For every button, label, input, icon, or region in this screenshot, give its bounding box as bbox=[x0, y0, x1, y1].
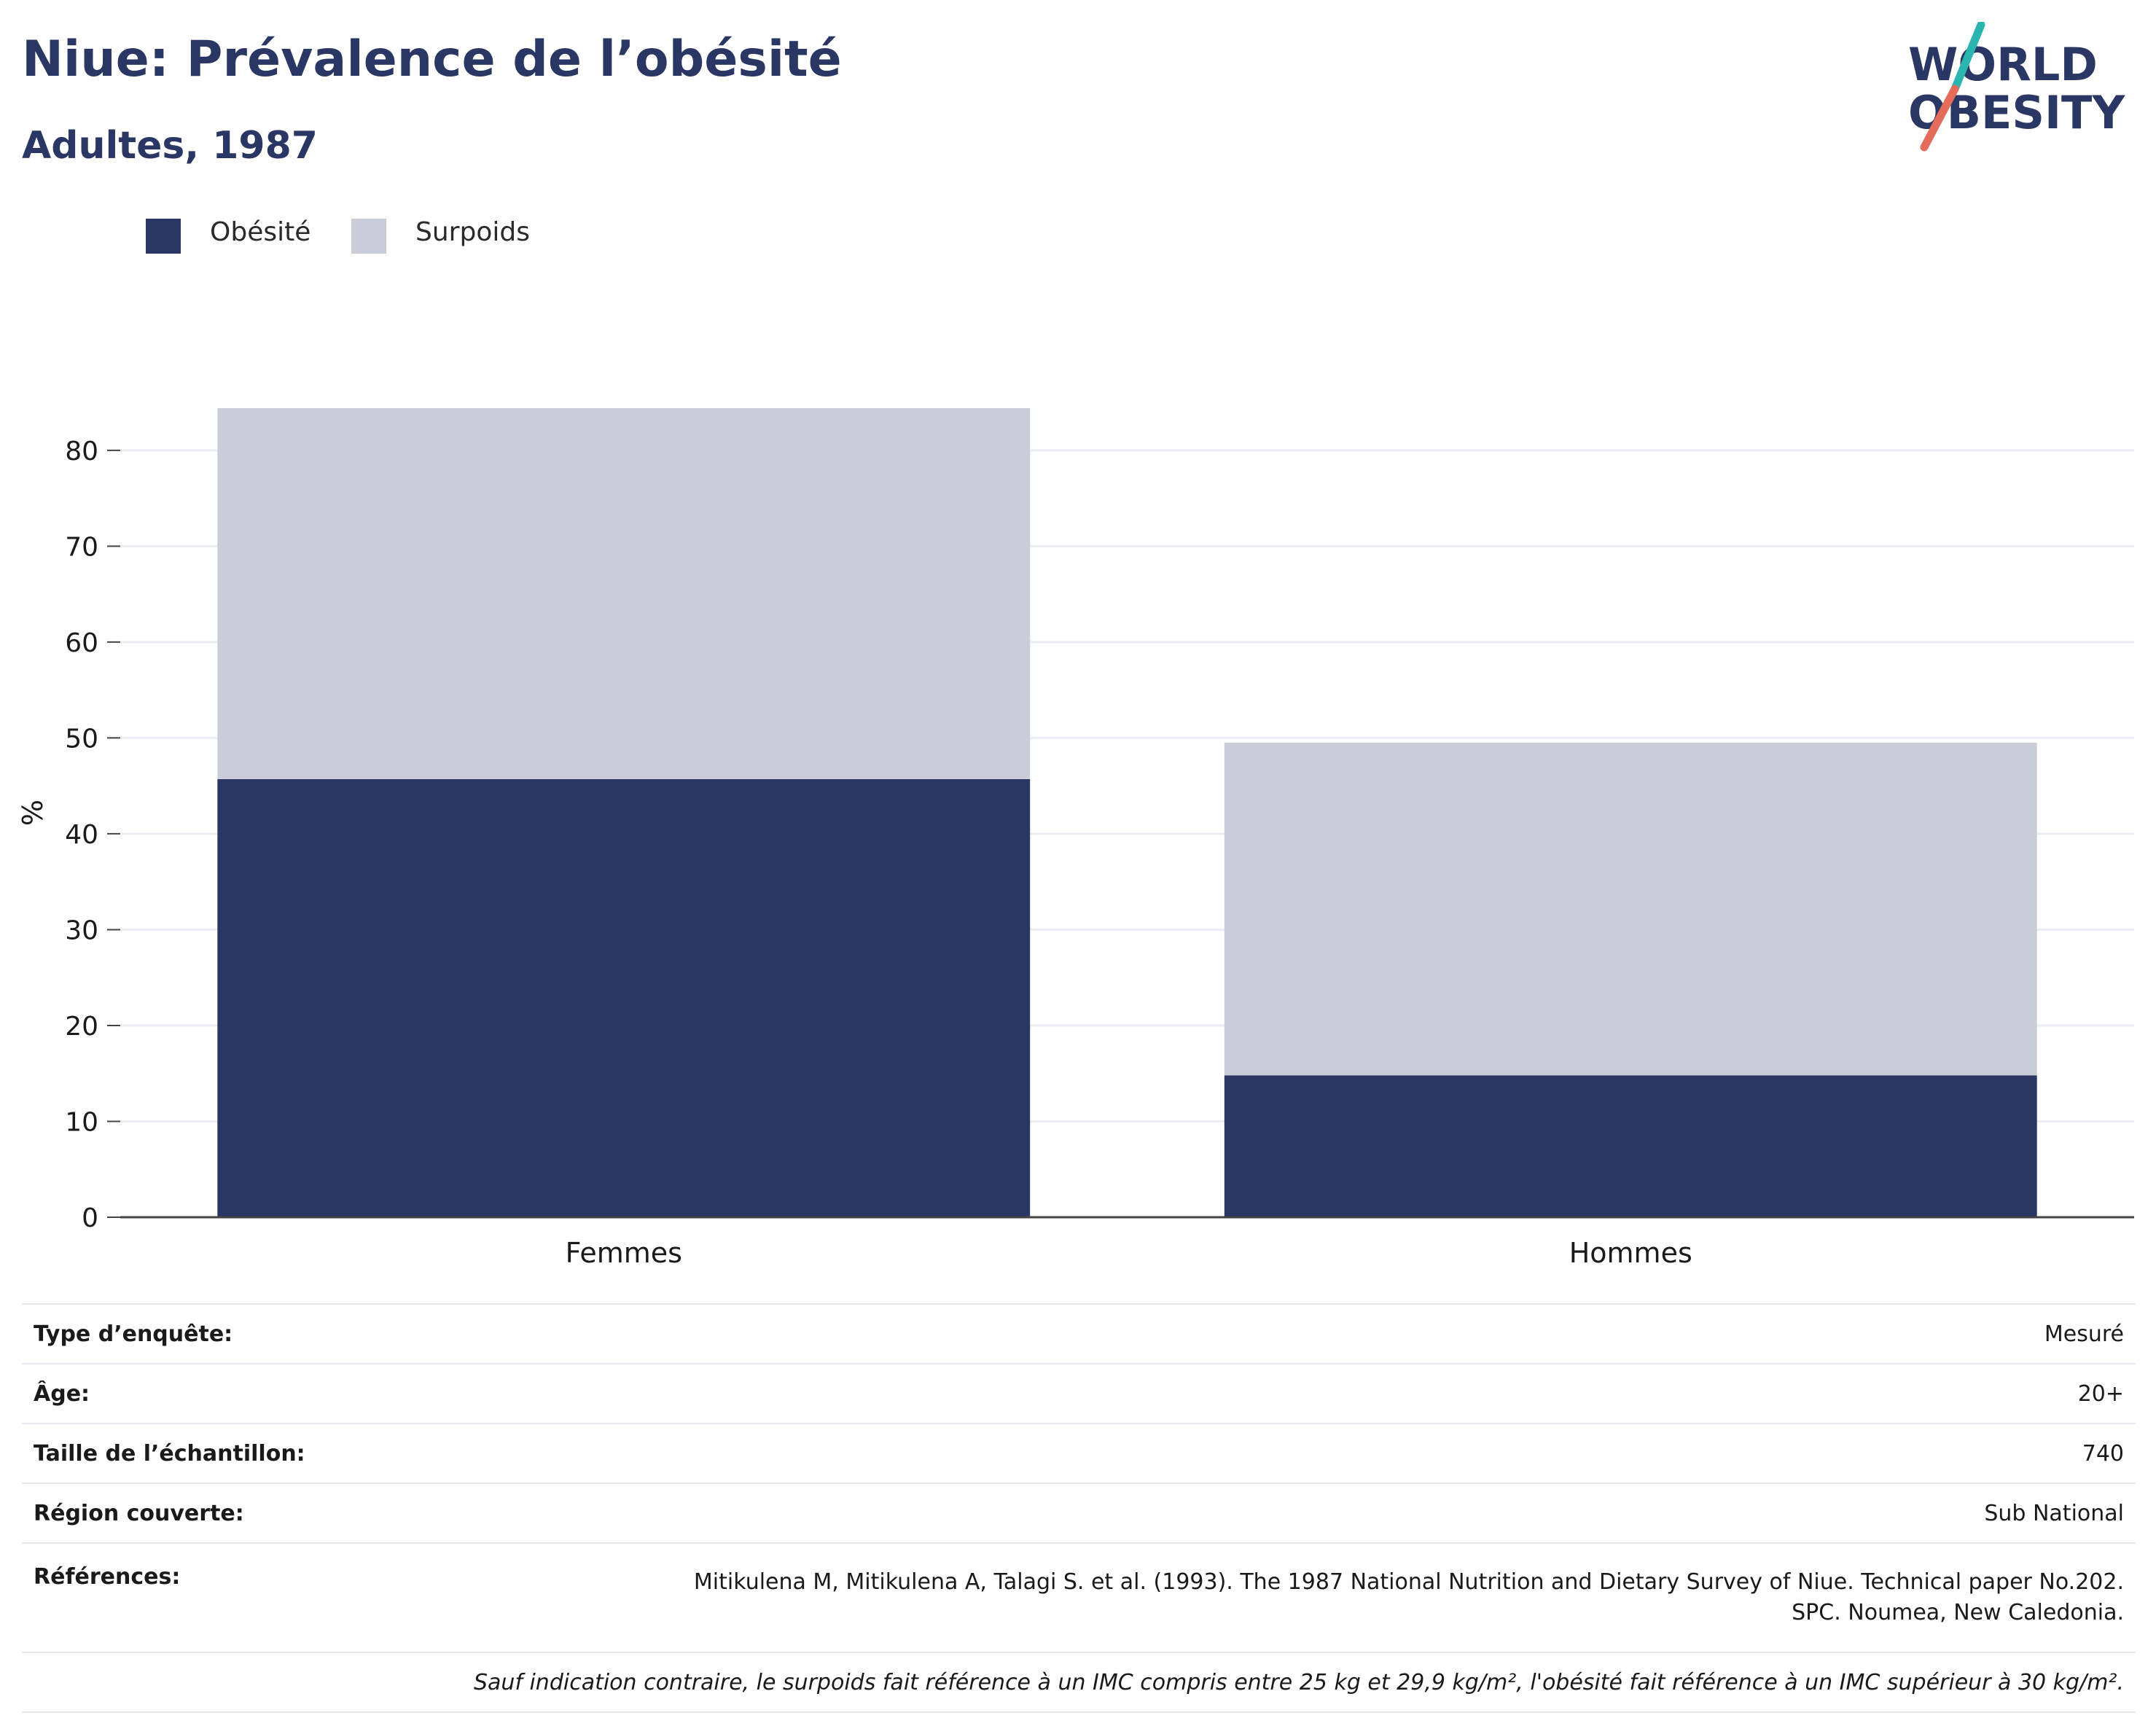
axis-layer: 0 10 20 30 40 50 60 70 80 Femmes Hommes bbox=[65, 437, 2134, 1269]
info-row-age: Âge: 20+ bbox=[22, 1363, 2136, 1423]
info-row-references: Références: Mitikulena M, Mitikulena A, … bbox=[22, 1542, 2136, 1652]
y-tick-label: 20 bbox=[65, 1012, 98, 1042]
y-tick-label: 60 bbox=[65, 628, 98, 658]
stacked-bar-chart: 0 10 20 30 40 50 60 70 80 Femmes Hommes % bbox=[17, 408, 2134, 1269]
y-axis-label: % bbox=[17, 800, 49, 826]
bars-layer bbox=[217, 408, 2037, 1217]
y-tick-label: 40 bbox=[65, 820, 98, 850]
bar-overweight-femmes[interactable] bbox=[217, 408, 1031, 779]
logo-text-world: WORLD bbox=[1908, 38, 2098, 91]
info-row-region: Région couverte: Sub National bbox=[22, 1483, 2136, 1543]
info-value: 20+ bbox=[378, 1363, 2136, 1423]
y-tick-label: 50 bbox=[65, 724, 98, 754]
y-tick-label: 0 bbox=[82, 1203, 98, 1233]
info-key: Taille de l’échantillon: bbox=[22, 1423, 379, 1483]
legend-label-obesity: Obésité bbox=[210, 217, 311, 247]
y-tick-label: 30 bbox=[65, 915, 98, 945]
reference-line-2: SPC. Noumea, New Caledonia. bbox=[1792, 1600, 2124, 1625]
info-row-survey-type: Type d’enquête: Mesuré bbox=[22, 1303, 2136, 1364]
y-tick-label: 70 bbox=[65, 532, 98, 562]
reference-line-1: Mitikulena M, Mitikulena A, Talagi S. et… bbox=[693, 1569, 2124, 1595]
info-value: Mesuré bbox=[378, 1303, 2136, 1364]
definition-note: Sauf indication contraire, le surpoids f… bbox=[22, 1652, 2136, 1713]
survey-info-table: Type d’enquête: Mesuré Âge: 20+ Taille d… bbox=[22, 1303, 2136, 1713]
bar-obesity-hommes[interactable] bbox=[1224, 1075, 2037, 1217]
info-key: Références: bbox=[22, 1542, 379, 1652]
info-row-sample-size: Taille de l’échantillon: 740 bbox=[22, 1423, 2136, 1483]
info-value: Mitikulena M, Mitikulena A, Talagi S. et… bbox=[378, 1542, 2136, 1652]
legend-label-overweight: Surpoids bbox=[415, 217, 530, 247]
info-row-note: Sauf indication contraire, le surpoids f… bbox=[22, 1652, 2136, 1713]
world-obesity-logo: WORLD OBESITY bbox=[1908, 22, 2125, 152]
chart-subtitle: Adultes, 1987 bbox=[22, 124, 318, 168]
info-value: 740 bbox=[378, 1423, 2136, 1483]
legend-swatch-obesity bbox=[146, 219, 181, 254]
info-key: Type d’enquête: bbox=[22, 1303, 379, 1364]
info-key: Région couverte: bbox=[22, 1483, 379, 1543]
info-value: Sub National bbox=[378, 1483, 2136, 1543]
info-key: Âge: bbox=[22, 1363, 379, 1423]
legend-swatch-overweight bbox=[351, 219, 386, 254]
y-tick-label: 10 bbox=[65, 1107, 98, 1137]
logo-slash-bottom bbox=[1920, 85, 1959, 152]
x-tick-label: Hommes bbox=[1569, 1237, 1692, 1269]
logo-slash-top bbox=[1950, 22, 1985, 93]
bar-overweight-hommes[interactable] bbox=[1224, 742, 2037, 1076]
bar-obesity-femmes[interactable] bbox=[217, 778, 1031, 1217]
y-tick-label: 80 bbox=[65, 437, 98, 466]
chart-title: Niue: Prévalence de l’obésité bbox=[22, 31, 842, 88]
x-tick-label: Femmes bbox=[566, 1237, 682, 1269]
